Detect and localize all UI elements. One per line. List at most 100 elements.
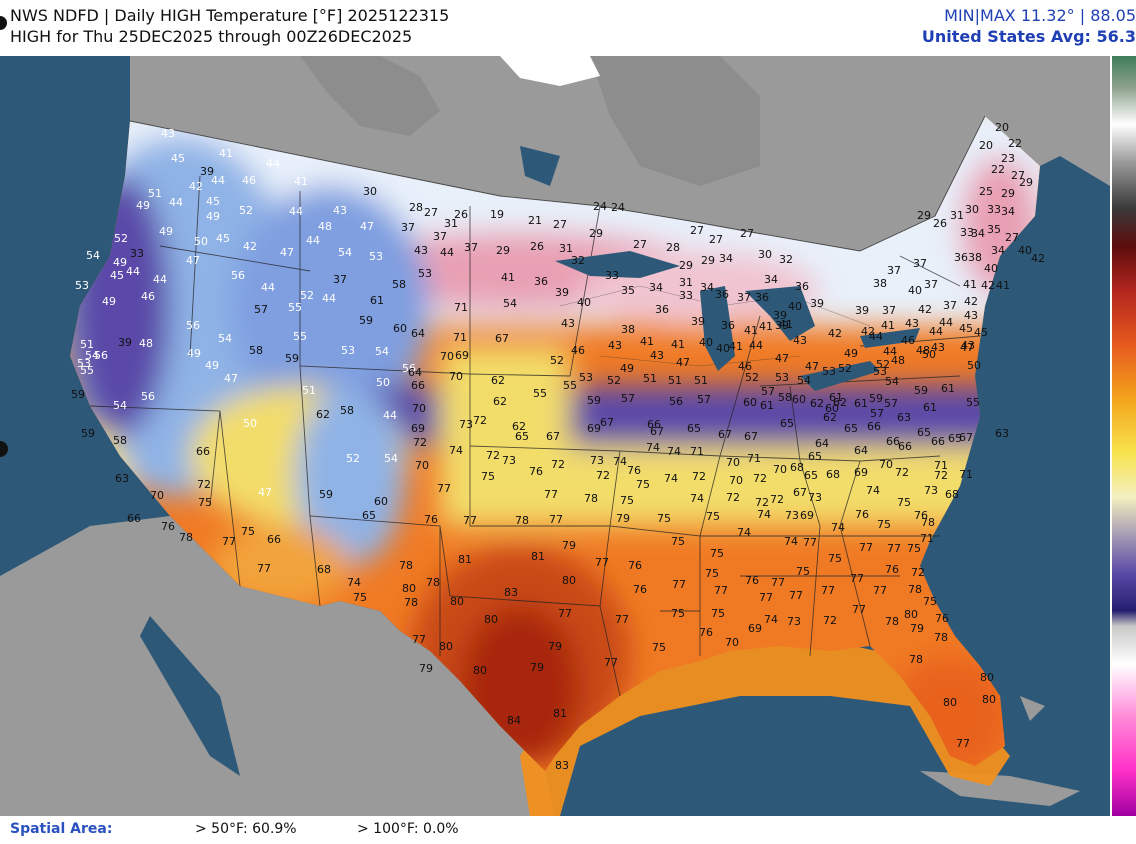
temperature-label: 44 <box>929 325 943 338</box>
temperature-label: 75 <box>711 607 725 620</box>
temperature-label: 44 <box>749 339 763 352</box>
temperature-label: 44 <box>322 292 336 305</box>
temperature-label: 48 <box>139 337 153 350</box>
temperature-label: 75 <box>657 512 671 525</box>
temperature-label: 37 <box>433 230 447 243</box>
temperature-label: 36 <box>954 251 968 264</box>
temperature-label: 66 <box>867 420 881 433</box>
temperature-label: 83 <box>555 759 569 772</box>
above-100-stat: > 100°F: 0.0% <box>357 821 459 837</box>
temperature-label: 72 <box>895 466 909 479</box>
header-dot-icon <box>0 16 7 30</box>
temperature-label: 65 <box>362 509 376 522</box>
temperature-label: 77 <box>615 613 629 626</box>
temperature-label: 78 <box>921 516 935 529</box>
temperature-label: 33 <box>960 226 974 239</box>
temperature-label: 77 <box>771 576 785 589</box>
temperature-label: 80 <box>982 693 996 706</box>
temperature-label: 69 <box>854 466 868 479</box>
temperature-label: 37 <box>924 278 938 291</box>
temperature-label: 76 <box>885 563 899 576</box>
temperature-label: 49 <box>102 295 116 308</box>
gulf-of-california <box>140 616 240 776</box>
temperature-label: 72 <box>911 566 925 579</box>
temperature-label: 36 <box>755 291 769 304</box>
temperature-label: 79 <box>562 539 576 552</box>
temperature-label: 77 <box>714 584 728 597</box>
temperature-label: 53 <box>369 250 383 263</box>
temperature-label: 51 <box>302 384 316 397</box>
temperature-label: 34 <box>971 227 985 240</box>
temperature-label: 74 <box>831 521 845 534</box>
temperature-label: 41 <box>759 320 773 333</box>
temperature-label: 60 <box>743 396 757 409</box>
temperature-label: 61 <box>370 294 384 307</box>
temperature-label: 48 <box>891 354 905 367</box>
temperature-label: 54 <box>384 452 398 465</box>
temperature-label: 71 <box>747 452 761 465</box>
temperature-map[interactable]: 43 45 41 44 39 42 44 46 41 51 49 44 45 49 52 44 43 30 28 27… <box>0 56 1110 816</box>
temperature-label: 75 <box>706 510 720 523</box>
temperature-label: 77 <box>859 541 873 554</box>
temperature-label: 79 <box>548 640 562 653</box>
temperature-label: 57 <box>254 303 268 316</box>
temperature-label: 40 <box>716 342 730 355</box>
temperature-label: 27 <box>740 227 754 240</box>
temperature-label: 62 <box>833 396 847 409</box>
temperature-label: 75 <box>907 542 921 555</box>
temperature-label: 70 <box>726 456 740 469</box>
temperature-label: 76 <box>627 464 641 477</box>
temperature-label: 64 <box>815 437 829 450</box>
temperature-label: 49 <box>113 256 127 269</box>
temperature-label: 47 <box>775 352 789 365</box>
bahamas-land <box>1020 696 1045 721</box>
temperature-label: 59 <box>359 314 373 327</box>
temperature-label: 78 <box>179 531 193 544</box>
temperature-label: 71 <box>690 445 704 458</box>
temperature-label: 77 <box>852 603 866 616</box>
temperature-label: 69 <box>800 509 814 522</box>
footer-bar: Spatial Area: > 50°F: 60.9% > 100°F: 0.0… <box>0 816 1136 844</box>
temperature-label: 29 <box>701 254 715 267</box>
temperature-label: 77 <box>873 584 887 597</box>
temperature-label: 75 <box>671 535 685 548</box>
temperature-label: 69 <box>587 422 601 435</box>
temperature-label: 75 <box>897 496 911 509</box>
temperature-label: 52 <box>876 358 890 371</box>
temperature-label: 40 <box>699 336 713 349</box>
temperature-label: 71 <box>454 301 468 314</box>
temperature-label: 41 <box>501 271 515 284</box>
temperature-label: 55 <box>563 379 577 392</box>
temperature-label: 44 <box>939 316 953 329</box>
temperature-label: 76 <box>529 465 543 478</box>
temperature-label: 44 <box>211 174 225 187</box>
temperature-label: 78 <box>515 514 529 527</box>
temperature-label: 56 <box>669 395 683 408</box>
temperature-label: 42 <box>1031 252 1045 265</box>
us-average: United States Avg: 56.3 <box>921 27 1136 46</box>
temperature-label: 30 <box>363 185 377 198</box>
temperature-label: 44 <box>126 265 140 278</box>
temperature-label: 35 <box>621 284 635 297</box>
temperature-label: 54 <box>218 332 232 345</box>
temperature-label: 41 <box>744 324 758 337</box>
temperature-label: 33 <box>679 289 693 302</box>
header-bar: NWS NDFD | Daily HIGH Temperature [°F] 2… <box>0 0 1136 56</box>
temperature-label: 53 <box>418 267 432 280</box>
temperature-label: 65 <box>687 422 701 435</box>
temperature-label: 54 <box>113 399 127 412</box>
temperature-label: 40 <box>908 284 922 297</box>
temperature-label: 71 <box>934 459 948 472</box>
temperature-label: 44 <box>153 273 167 286</box>
temperature-label: 67 <box>718 428 732 441</box>
temperature-label: 27 <box>1011 169 1025 182</box>
temperature-label: 72 <box>551 458 565 471</box>
temperature-label: 59 <box>71 388 85 401</box>
temperature-label: 44 <box>869 330 883 343</box>
temperature-label: 76 <box>745 574 759 587</box>
temperature-label: 43 <box>608 339 622 352</box>
temperature-label: 52 <box>346 452 360 465</box>
temperature-label: 57 <box>884 397 898 410</box>
temperature-label: 64 <box>411 327 425 340</box>
